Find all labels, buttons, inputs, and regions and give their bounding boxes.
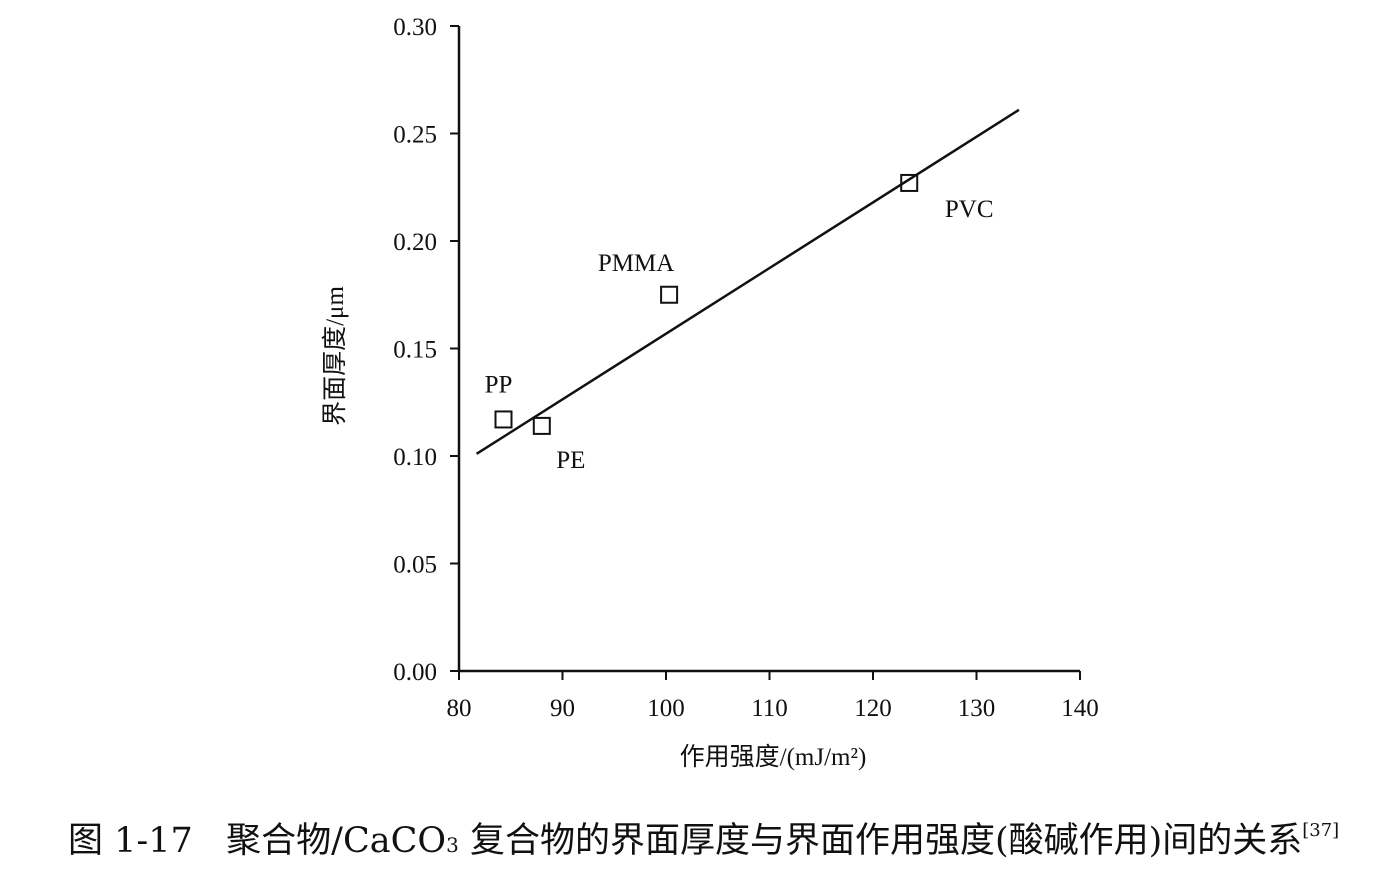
data-point-pp: [494, 410, 513, 429]
x-tick-label: 100: [647, 695, 685, 722]
data-points: PP PE PMMA PVC: [485, 173, 994, 474]
data-point-pvc: [900, 173, 919, 192]
point-label-pp: PP: [485, 371, 513, 398]
y-tick-label: 0.00: [393, 659, 437, 686]
data-point-pe: [532, 416, 551, 435]
chart: 0.00 0.05 0.10 0.15 0.20 0.25 0.30 80 90 100 110 1…: [321, 14, 1099, 771]
data-point-pmma: [660, 285, 679, 304]
y-tick-label: 0.10: [393, 444, 437, 471]
y-tick-label: 0.30: [393, 14, 437, 41]
figure-caption: 图 1-17 聚合物/CaCO3 复合物的界面厚度与界面作用强度(酸碱作用)间的…: [68, 812, 1339, 863]
caption-text-start: 聚合物/CaCO: [226, 821, 447, 861]
caption-text-end: 复合物的界面厚度与界面作用强度(酸碱作用)间的关系: [458, 821, 1303, 861]
y-axis-label: 界面厚度/μm: [321, 286, 349, 426]
x-axis-label: 作用强度/(mJ/m²): [680, 743, 867, 771]
caption-reference: [37]: [1302, 820, 1340, 841]
x-tick-label: 120: [854, 695, 892, 722]
x-tick-label: 80: [447, 695, 472, 722]
point-label-pvc: PVC: [945, 196, 994, 223]
x-ticks: 80 90 100 110 120 130 140: [447, 671, 1099, 722]
fit-line: [475, 108, 1020, 455]
y-tick-label: 0.05: [393, 552, 437, 579]
y-tick-label: 0.20: [393, 229, 437, 256]
x-tick-label: 140: [1061, 695, 1099, 722]
caption-subscript: 3: [446, 833, 459, 857]
figure-number: 图 1-17: [68, 821, 193, 861]
y-tick-label: 0.15: [393, 337, 437, 364]
point-label-pmma: PMMA: [598, 250, 674, 277]
point-label-pe: PE: [556, 447, 585, 474]
caption-gap: [193, 821, 226, 861]
x-tick-label: 110: [751, 695, 788, 722]
x-tick-label: 90: [550, 695, 575, 722]
y-ticks: 0.00 0.05 0.10 0.15 0.20 0.25 0.30: [393, 14, 459, 686]
y-tick-label: 0.25: [393, 122, 437, 149]
x-tick-label: 130: [958, 695, 996, 722]
